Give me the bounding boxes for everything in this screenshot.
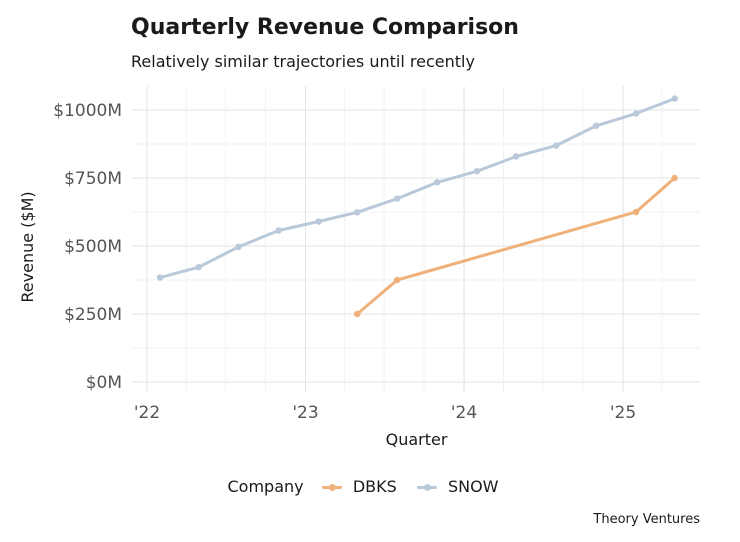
source-caption: Theory Ventures — [593, 512, 700, 527]
x-axis-label: Quarter — [386, 430, 448, 449]
data-point-dbks — [671, 174, 678, 182]
data-point-snow — [235, 243, 242, 251]
data-point-dbks — [632, 208, 640, 216]
data-point-snow — [632, 110, 640, 117]
y-axis-label: Revenue ($M) — [18, 191, 37, 302]
data-point-snow — [393, 195, 401, 202]
x-tick-label: '23 — [292, 403, 318, 423]
series-line-snow — [158, 97, 677, 280]
x-tick-label: '25 — [610, 403, 636, 423]
y-tick-label: $250M — [64, 305, 122, 325]
data-point-dbks — [354, 310, 361, 318]
data-point-snow — [315, 218, 322, 225]
legend-title: Company — [227, 477, 304, 496]
y-tick-label: $750M — [64, 169, 122, 189]
data-point-snow — [354, 209, 361, 216]
x-axis-tick-labels: '22 '23 '24 '25 — [134, 403, 636, 423]
legend-label-snow: SNOW — [447, 477, 499, 496]
legend: Company DBKS SNOW — [0, 476, 740, 497]
legend-key-dbks — [321, 477, 343, 497]
series-line-dbks — [355, 176, 677, 316]
line-chart: $0M $250M $500M $750M $1000M '22 '23 '24 '25 Qu… — [18, 86, 700, 449]
data-point-snow — [275, 227, 282, 234]
data-point-snow — [195, 264, 202, 271]
x-tick-label: '24 — [451, 403, 477, 423]
x-tick-label: '22 — [134, 403, 160, 423]
data-point-snow — [473, 168, 481, 175]
data-point-snow — [512, 153, 520, 160]
chart-title: Quarterly Revenue Comparison — [131, 15, 519, 40]
data-point-dbks — [393, 276, 401, 284]
data-point-snow — [433, 179, 441, 186]
y-tick-label: $500M — [64, 237, 122, 257]
y-axis-tick-labels: $0M $250M $500M $750M $1000M — [53, 101, 122, 393]
data-point-snow — [156, 274, 164, 281]
data-point-snow — [552, 142, 560, 149]
series-points — [156, 95, 678, 318]
series-lines — [158, 97, 677, 316]
minor-gridlines — [131, 86, 700, 392]
major-gridlines — [131, 86, 700, 392]
legend-label-dbks: DBKS — [352, 477, 397, 496]
legend-key-snow — [416, 477, 438, 497]
y-tick-label: $1000M — [53, 101, 122, 121]
chart-subtitle: Relatively similar trajectories until re… — [131, 52, 475, 71]
data-point-snow — [592, 122, 600, 129]
data-point-snow — [671, 95, 678, 102]
y-tick-label: $0M — [86, 373, 122, 393]
